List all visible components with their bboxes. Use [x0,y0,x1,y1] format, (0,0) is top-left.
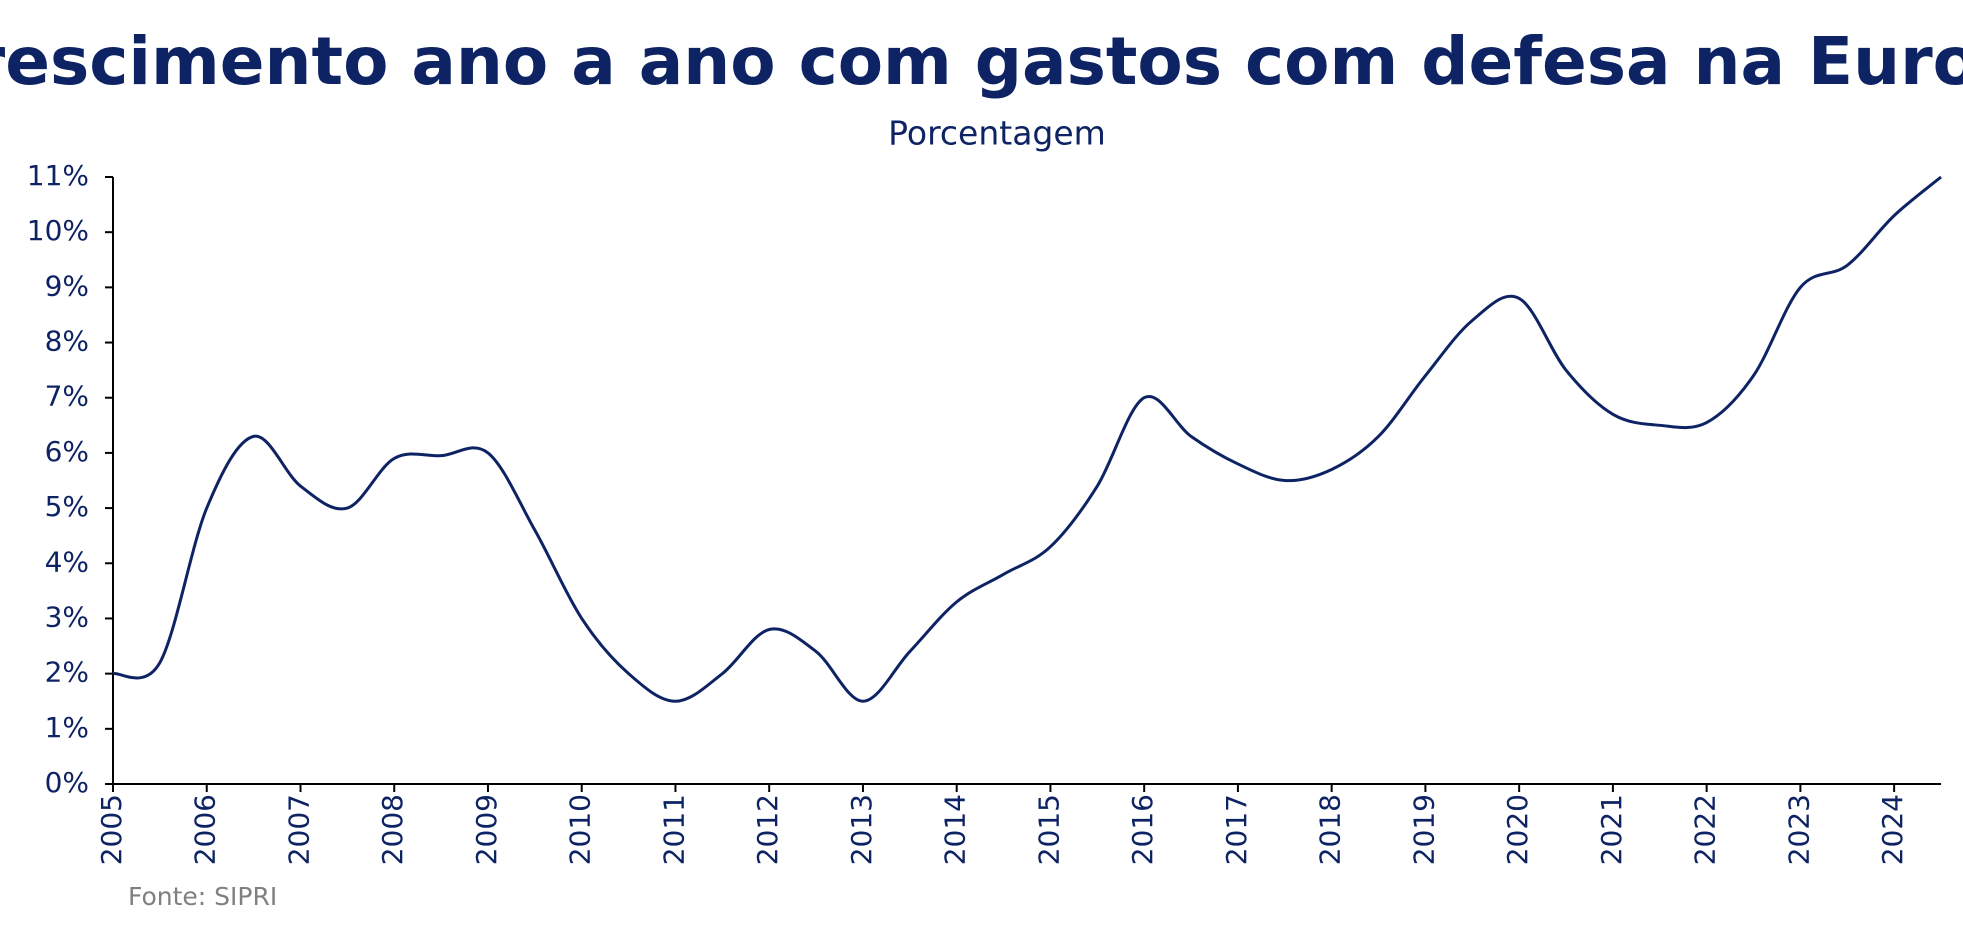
data-line [112,175,1942,703]
chart-title: Crescimento ano a ano com gastos com def… [0,23,1963,100]
chart-subtitle: Porcentagem [888,114,1106,153]
x-tick-label: 2011 [657,794,690,865]
x-tick-label: 2020 [1501,794,1534,865]
x-tick-label: 2022 [1689,794,1722,865]
x-tick-label: 2013 [845,794,878,865]
x-tick-label: 2007 [282,794,315,865]
x-tick-label: 2017 [1220,794,1253,865]
x-tick-label: 2024 [1876,794,1909,865]
y-tick-label: 6% [45,435,89,468]
y-tick-label: 5% [45,490,89,523]
x-tick-label: 2023 [1782,794,1815,865]
y-tick-label: 10% [27,214,89,247]
x-tick-label: 2014 [939,794,972,865]
y-tick-label: 7% [45,380,89,413]
x-tick-label: 2009 [470,794,503,865]
y-tick-label: 3% [45,600,89,633]
y-tick-label: 2% [45,656,89,689]
y-tick-label: 0% [45,766,89,799]
x-tick-label: 2008 [376,794,409,865]
x-tick-label: 2012 [751,794,784,865]
x-tick-label: 2006 [189,794,222,865]
source-note: Fonte: SIPRI [128,882,277,911]
y-tick-label: 9% [45,269,89,302]
x-tick-label: 2018 [1314,794,1347,865]
x-tick-label: 2016 [1126,794,1159,865]
x-tick-label: 2019 [1407,794,1440,865]
x-tick-label: 2005 [95,794,128,865]
x-tick-label: 2010 [564,794,597,865]
x-tick-label: 2021 [1595,794,1628,865]
y-tick-label: 8% [45,325,89,358]
x-tick-label: 2015 [1032,794,1065,865]
y-tick-label: 11% [27,159,89,192]
y-tick-label: 4% [45,545,89,578]
y-tick-label: 1% [45,711,89,744]
